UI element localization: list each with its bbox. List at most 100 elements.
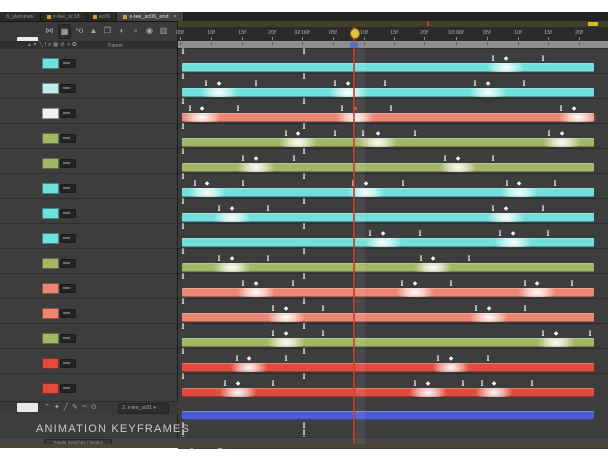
graph-editor-icon[interactable]: ▥ <box>159 26 168 35</box>
keyframe-icon[interactable]: I <box>284 354 288 363</box>
keyframe-icon[interactable]: I <box>302 72 306 81</box>
layer-toggle[interactable] <box>60 234 76 243</box>
parent-comp-dropdown[interactable]: 3. x-tee_sc01 ▾ <box>118 403 169 414</box>
layer-color-swatch[interactable] <box>42 258 59 269</box>
keyframe-diamond-icon[interactable]: ◆ <box>216 81 222 87</box>
keyframe-icon[interactable]: I <box>181 347 185 356</box>
keyframe-icon[interactable]: I <box>443 154 447 163</box>
keyframe-diamond-icon[interactable]: ◆ <box>503 56 509 62</box>
comp-tab-x-tee_sc06_end[interactable]: x-tee_sc06_end × <box>117 12 184 21</box>
keyframe-icon[interactable]: I <box>181 428 185 437</box>
keyframe-icon[interactable]: I <box>361 129 365 138</box>
keyframe-icon[interactable]: I <box>491 204 495 213</box>
keyframe-icon[interactable]: I <box>333 79 337 88</box>
keyframe-icon[interactable]: I <box>570 279 574 288</box>
swatch-box-icon[interactable]: ▫▫ <box>81 403 87 410</box>
keyframe-icon[interactable]: I <box>541 54 545 63</box>
keyframe-icon[interactable]: I <box>302 428 306 437</box>
keyframe-icon[interactable]: I <box>389 104 393 113</box>
grid-view-icon[interactable]: ▦ <box>58 24 71 39</box>
keyframe-icon[interactable]: I <box>383 79 387 88</box>
keyframe-icon[interactable]: I <box>271 329 275 338</box>
keyframe-icon[interactable]: I <box>181 322 185 331</box>
keyframe-diamond-icon[interactable]: ◆ <box>295 131 301 137</box>
keyframe-diamond-icon[interactable]: ◆ <box>345 81 351 87</box>
keyframe-icon[interactable]: I <box>266 204 270 213</box>
layer-duration-bar[interactable] <box>182 188 594 197</box>
keyframe-icon[interactable]: I <box>181 47 185 56</box>
eraser-icon[interactable]: ◗ <box>119 26 124 35</box>
keyframe-diamond-icon[interactable]: ◆ <box>486 306 492 312</box>
keyframe-icon[interactable]: I <box>181 72 185 81</box>
keyframe-icon[interactable]: I <box>302 372 306 381</box>
keyframe-diamond-icon[interactable]: ◆ <box>204 181 210 187</box>
keyframe-icon[interactable]: I <box>321 304 325 313</box>
keyframe-icon[interactable]: I <box>340 104 344 113</box>
keyframe-diamond-icon[interactable]: ◆ <box>199 106 205 112</box>
layer-toggle[interactable] <box>60 309 76 318</box>
keyframe-icon[interactable]: I <box>302 197 306 206</box>
keyframe-diamond-icon[interactable]: ◆ <box>485 81 491 87</box>
layer-color-swatch[interactable] <box>42 358 59 369</box>
layer-color-swatch[interactable] <box>42 58 59 69</box>
eye-icon[interactable]: ⊙ <box>90 404 97 411</box>
keyframe-icon[interactable]: I <box>181 97 185 106</box>
layer-color-swatch[interactable] <box>42 283 59 294</box>
keyframe-icon[interactable]: I <box>241 179 245 188</box>
keyframe-icon[interactable]: I <box>436 354 440 363</box>
keyframe-icon[interactable]: I <box>292 154 296 163</box>
layer-color-swatch[interactable] <box>42 208 59 219</box>
layer-toggle[interactable] <box>60 384 76 393</box>
keyframe-icon[interactable]: I <box>523 279 527 288</box>
keyframe-diamond-icon[interactable]: ◆ <box>491 381 497 387</box>
layer-toggle[interactable] <box>60 109 76 118</box>
keyframe-icon[interactable]: I <box>217 254 221 263</box>
keyframe-icon[interactable]: I <box>181 372 185 381</box>
keyframe-icon[interactable]: I <box>302 247 306 256</box>
work-area-end-marker[interactable] <box>588 22 598 26</box>
keyframe-icon[interactable]: I <box>302 47 306 56</box>
keyframe-icon[interactable]: I <box>236 104 240 113</box>
layer-duration-bar[interactable] <box>182 213 594 222</box>
keyframe-diamond-icon[interactable]: ◆ <box>229 256 235 262</box>
pencil-icon[interactable]: ✎ <box>71 404 78 411</box>
keyframe-icon[interactable]: I <box>271 379 275 388</box>
keyframe-icon[interactable]: I <box>193 179 197 188</box>
keyframe-icon[interactable]: I <box>241 279 245 288</box>
keyframe-diamond-icon[interactable]: ◆ <box>510 231 516 237</box>
snap-icon[interactable]: ⋈ <box>45 26 54 35</box>
layer-toggle[interactable] <box>60 159 76 168</box>
layer-color-swatch[interactable] <box>42 133 59 144</box>
layer-color-swatch[interactable] <box>42 308 59 319</box>
keyframe-icon[interactable]: I <box>400 279 404 288</box>
layer-duration-bar[interactable] <box>182 288 594 297</box>
keyframe-icon[interactable]: I <box>523 304 527 313</box>
layer-toggle[interactable] <box>60 84 76 93</box>
keyframe-icon[interactable]: I <box>541 204 545 213</box>
keyframe-icon[interactable]: I <box>181 147 185 156</box>
keyframe-icon[interactable]: I <box>559 104 563 113</box>
keyframe-diamond-icon[interactable]: ◆ <box>503 206 509 212</box>
layer-duration-bar[interactable] <box>182 388 594 397</box>
comp-tab-x-tee_sc18[interactable]: x-tee_sc18 <box>40 12 87 21</box>
keyframe-icon[interactable]: I <box>302 122 306 131</box>
shutter-icon[interactable]: ✦ <box>53 404 60 411</box>
keyframe-icon[interactable]: I <box>413 379 417 388</box>
keyframe-icon[interactable]: I <box>486 354 490 363</box>
keyframe-diamond-icon[interactable]: ◆ <box>430 256 436 262</box>
keyframe-icon[interactable]: I <box>413 129 417 138</box>
frame-blend-icon[interactable]: ❐ <box>103 26 112 35</box>
keyframe-diamond-icon[interactable]: ◆ <box>412 281 418 287</box>
keyframe-diamond-icon[interactable]: ◆ <box>229 206 235 212</box>
keyframe-icon[interactable]: I <box>467 254 471 263</box>
keyframe-icon[interactable]: I <box>181 197 185 206</box>
layer-duration-bar[interactable] <box>182 363 594 372</box>
layer-color-swatch[interactable] <box>42 108 59 119</box>
layer-toggle[interactable] <box>60 334 76 343</box>
keyframe-icon[interactable]: I <box>418 229 422 238</box>
keyframe-diamond-selected[interactable]: ◆ <box>352 106 358 112</box>
keyframe-icon[interactable]: I <box>491 54 495 63</box>
keyframe-diamond-icon[interactable]: ◆ <box>253 156 259 162</box>
draft-3d-icon[interactable]: ▲ <box>89 26 98 35</box>
time-ruler[interactable]: 05f 10f 15f 20f 02:00f 05f 10f 15f 20f 03:00f 05f 1… <box>176 27 608 41</box>
